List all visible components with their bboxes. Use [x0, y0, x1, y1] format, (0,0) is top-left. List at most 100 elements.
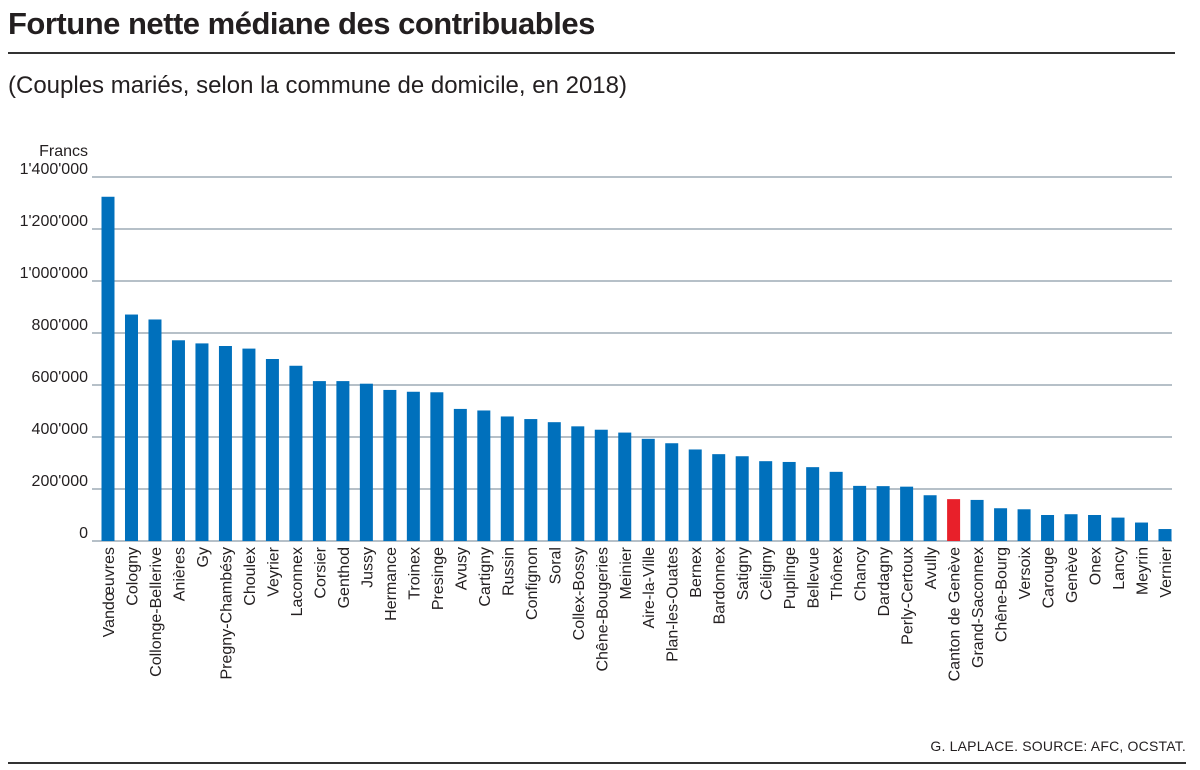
bar-8	[289, 365, 303, 541]
bar-11	[359, 383, 373, 541]
bar-17	[500, 416, 514, 541]
y-tick-label: 800'000	[32, 317, 89, 334]
bar-20	[571, 426, 585, 541]
bar-2	[148, 319, 162, 541]
bar-26	[712, 454, 726, 541]
x-category-label: Bardonnex	[712, 547, 729, 624]
x-category-label: Cartigny	[477, 547, 494, 607]
bar-0	[101, 196, 115, 541]
x-category-label: Chancy	[853, 547, 870, 601]
bar-3	[171, 340, 185, 541]
x-category-label: Soral	[547, 547, 564, 584]
bar-35	[923, 495, 937, 541]
bar-4	[195, 343, 209, 541]
bar-23	[641, 438, 655, 541]
bar-28	[759, 461, 773, 541]
x-category-label: Plan-les-Ouates	[665, 547, 682, 662]
x-category-label: Vernier	[1158, 546, 1175, 597]
x-category-label: Veyrier	[265, 546, 282, 596]
x-category-label: Puplinge	[782, 547, 799, 609]
bar-32	[853, 485, 867, 541]
bar-24	[665, 443, 679, 541]
x-category-label: Satigny	[735, 547, 752, 600]
x-category-label: Aire-la-Ville	[641, 547, 658, 629]
bar-42	[1088, 515, 1102, 541]
bar-5	[218, 346, 232, 541]
x-category-label: Anières	[171, 547, 188, 601]
bar-12	[383, 389, 397, 541]
x-category-label: Gy	[195, 547, 212, 567]
x-category-label: Collex-Bossy	[571, 547, 588, 640]
bar-41	[1064, 514, 1078, 541]
bar-25	[688, 449, 702, 541]
x-category-label: Avusy	[453, 547, 470, 590]
y-tick-label: 1'000'000	[20, 265, 89, 282]
x-category-label: Jussy	[359, 547, 376, 588]
x-category-label: Genthod	[336, 547, 353, 608]
y-tick-label: 1'200'000	[20, 213, 89, 230]
bar-1	[124, 314, 138, 541]
x-category-label: Cologny	[124, 547, 141, 606]
bar-43	[1111, 517, 1125, 541]
x-category-label: Confignon	[524, 547, 541, 620]
y-tick-label: 400'000	[32, 421, 89, 438]
bar-33	[876, 486, 890, 541]
x-category-label: Lancy	[1111, 547, 1128, 590]
bar-6	[242, 348, 256, 541]
bar-18	[524, 419, 538, 541]
x-category-label: Dardagny	[876, 547, 893, 616]
bar-19	[547, 422, 561, 541]
x-category-label: Grand-Saconnex	[970, 547, 987, 668]
bar-39	[1017, 509, 1031, 541]
bar-15	[453, 408, 467, 541]
chart-subtitle: (Couples mariés, selon la commune de dom…	[8, 72, 627, 99]
x-category-label: Corsier	[312, 546, 329, 598]
bar-45	[1158, 529, 1172, 541]
bar-9	[312, 381, 326, 541]
bar-13	[406, 391, 420, 541]
bottom-rule	[8, 762, 1186, 764]
bar-38	[994, 508, 1008, 541]
bar-7	[265, 359, 279, 541]
bar-44	[1135, 522, 1149, 541]
x-category-label: Canton de Genève	[947, 547, 964, 681]
x-category-label: Thônex	[829, 547, 846, 600]
x-category-label: Presinge	[430, 547, 447, 610]
x-category-label: Meyrin	[1135, 547, 1152, 595]
bar-10	[336, 381, 350, 541]
source-credit: G. LAPLACE. SOURCE: AFC, OCSTAT.	[930, 738, 1186, 754]
x-category-label: Choulex	[242, 547, 259, 606]
y-axis-label: Francs	[39, 143, 88, 160]
x-category-label: Chêne-Bougeries	[594, 547, 611, 672]
y-tick-label: 1'400'000	[20, 161, 89, 178]
x-category-label: Laconnex	[289, 547, 306, 616]
x-category-label: Chêne-Bourg	[994, 547, 1011, 642]
x-category-label: Collonge-Bellerive	[148, 547, 165, 677]
y-tick-label: 600'000	[32, 369, 89, 386]
bar-34	[900, 486, 914, 541]
title-rule	[8, 52, 1175, 54]
x-category-label: Carouge	[1041, 547, 1058, 608]
bar-22	[618, 432, 632, 541]
x-category-label: Genève	[1064, 547, 1081, 603]
y-tick-label: 0	[79, 525, 88, 542]
x-category-label: Bellevue	[806, 547, 823, 608]
bar-21	[594, 429, 608, 541]
bar-37	[970, 499, 984, 541]
chart-title: Fortune nette médiane des contribuables	[8, 6, 595, 41]
x-category-label: Russin	[500, 547, 517, 596]
x-category-label: Pregny-Chambésy	[218, 547, 235, 680]
x-category-label: Versoix	[1017, 547, 1034, 599]
x-category-label: Troinex	[406, 547, 423, 600]
x-category-label: Céligny	[759, 547, 776, 600]
bar-14	[430, 392, 444, 541]
bar-29	[782, 461, 796, 541]
x-category-label: Perly-Certoux	[900, 547, 917, 645]
x-category-label: Avully	[923, 547, 940, 589]
x-category-label: Vandœuvres	[101, 547, 118, 637]
x-category-label: Hermance	[383, 547, 400, 621]
bar-16	[477, 410, 491, 541]
x-category-label: Onex	[1088, 547, 1105, 585]
bar-31	[829, 471, 843, 541]
